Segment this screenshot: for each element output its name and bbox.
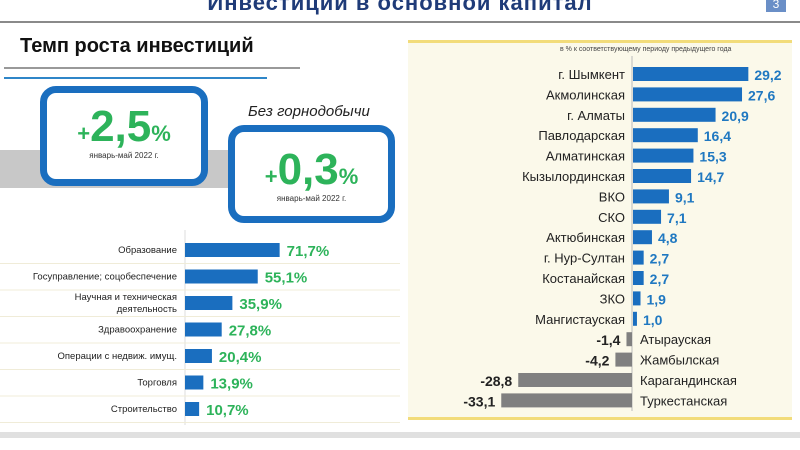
bar <box>633 271 644 285</box>
bar <box>633 189 669 204</box>
category-label: Алматинская <box>546 149 625 164</box>
bar <box>518 373 632 387</box>
category-label: Образование <box>118 245 177 256</box>
value-label: -1,4 <box>596 332 620 348</box>
value-label: 20,4% <box>219 349 262 366</box>
value-label: -4,2 <box>585 353 609 369</box>
section-title: Темп роста инвестиций <box>20 35 254 57</box>
divider <box>4 77 267 79</box>
value-label: 14,7 <box>697 169 724 185</box>
category-label: Актюбинская <box>546 230 625 245</box>
value-label: 55,1% <box>265 270 308 287</box>
bar <box>633 250 644 265</box>
bar <box>615 352 632 367</box>
value-label: 27,8% <box>229 323 272 340</box>
category-label: Кызылординская <box>522 169 625 184</box>
kpi-card-total: +2,5% январь-май 2022 г. <box>40 86 208 186</box>
category-label: Строительство <box>111 404 177 415</box>
category-label: Атырауская <box>640 332 711 347</box>
bar <box>633 291 641 306</box>
category-label: Научная и техническая <box>75 292 177 303</box>
kpi-sign: + <box>264 164 278 189</box>
bar <box>633 67 749 81</box>
bar <box>633 87 743 102</box>
value-label: 35,9% <box>239 296 282 313</box>
kpi-period: январь-май 2022 г. <box>89 151 159 160</box>
kpi-value: 0,3 <box>277 145 339 194</box>
value-label: 2,7 <box>650 251 670 267</box>
category-label: Карагандинская <box>640 373 737 388</box>
divider <box>4 67 300 69</box>
value-label: 1,0 <box>643 312 663 328</box>
bar <box>633 169 692 183</box>
value-label: 9,1 <box>675 189 695 205</box>
regions-panel <box>408 40 792 420</box>
kpi-period: январь-май 2022 г. <box>276 194 347 203</box>
slide-title: Инвестиции в основной капитал <box>207 0 593 15</box>
kpi-sign: + <box>77 121 91 146</box>
kpi-unit: % <box>338 164 359 189</box>
value-label: -28,8 <box>480 373 512 389</box>
value-label: 15,3 <box>699 149 726 165</box>
category-label: Здравоохранение <box>98 325 177 336</box>
bar <box>185 269 258 284</box>
divider <box>0 21 800 23</box>
bar <box>185 243 280 257</box>
chart-subtitle: в % к соответствующему периоду предыдуще… <box>560 46 732 53</box>
value-label: 2,7 <box>650 271 670 287</box>
bar <box>185 322 222 337</box>
bar <box>633 311 637 326</box>
category-label: г. Шымкент <box>558 67 625 82</box>
bar <box>633 128 698 143</box>
value-label: 20,9 <box>722 108 749 124</box>
category-label: ВКО <box>599 189 625 204</box>
value-label: 1,9 <box>647 291 667 307</box>
bar <box>185 296 233 310</box>
category-label: деятельность <box>117 304 177 315</box>
bar <box>626 332 632 347</box>
bar <box>185 349 212 363</box>
bar <box>185 402 200 416</box>
category-label: Жамбылская <box>640 353 719 368</box>
value-label: 7,1 <box>667 210 687 226</box>
category-label: Акмолинская <box>546 87 625 102</box>
value-label: 13,9% <box>210 376 253 393</box>
page-number: 3 <box>766 0 786 12</box>
region-growth-chart: г. Шымкент 29,2 Акмолинская 27,6 г. Алматы 20… <box>463 56 782 411</box>
category-label: ЗКО <box>600 291 625 306</box>
bar <box>633 107 716 122</box>
category-label: г. Алматы <box>567 108 625 123</box>
category-label: Операции с недвиж. имущ. <box>58 351 177 362</box>
category-label: Костанайская <box>542 271 625 286</box>
sector-growth-chart: Образование 71,7% Госуправление; соцобеспе… <box>0 230 400 425</box>
category-label: Мангистауская <box>535 312 625 327</box>
kpi-caption: Без горнодобычи <box>248 103 370 120</box>
category-label: г. Нур-Султан <box>544 251 625 266</box>
bar <box>633 230 652 245</box>
value-label: 27,6 <box>748 87 775 103</box>
kpi-card-no-mining: +0,3% январь-май 2022 г. <box>228 125 395 223</box>
bar <box>633 148 694 163</box>
value-label: 29,2 <box>754 67 781 83</box>
bar <box>633 209 662 224</box>
category-label: СКО <box>598 210 625 225</box>
category-label: Госуправление; соцобеспечение <box>33 272 177 283</box>
category-label: Павлодарская <box>538 128 625 143</box>
kpi-unit: % <box>151 121 171 146</box>
value-label: 10,7% <box>206 402 249 419</box>
category-label: Туркестанская <box>640 393 727 408</box>
value-label: 4,8 <box>658 230 678 246</box>
value-label: 71,7% <box>287 243 330 260</box>
kpi-value: 2,5 <box>90 102 152 151</box>
value-label: -33,1 <box>463 393 495 409</box>
footer-bar <box>0 432 800 438</box>
bar <box>185 375 204 390</box>
value-label: 16,4 <box>704 128 731 144</box>
category-label: Торговля <box>137 378 177 389</box>
bar <box>501 393 632 408</box>
